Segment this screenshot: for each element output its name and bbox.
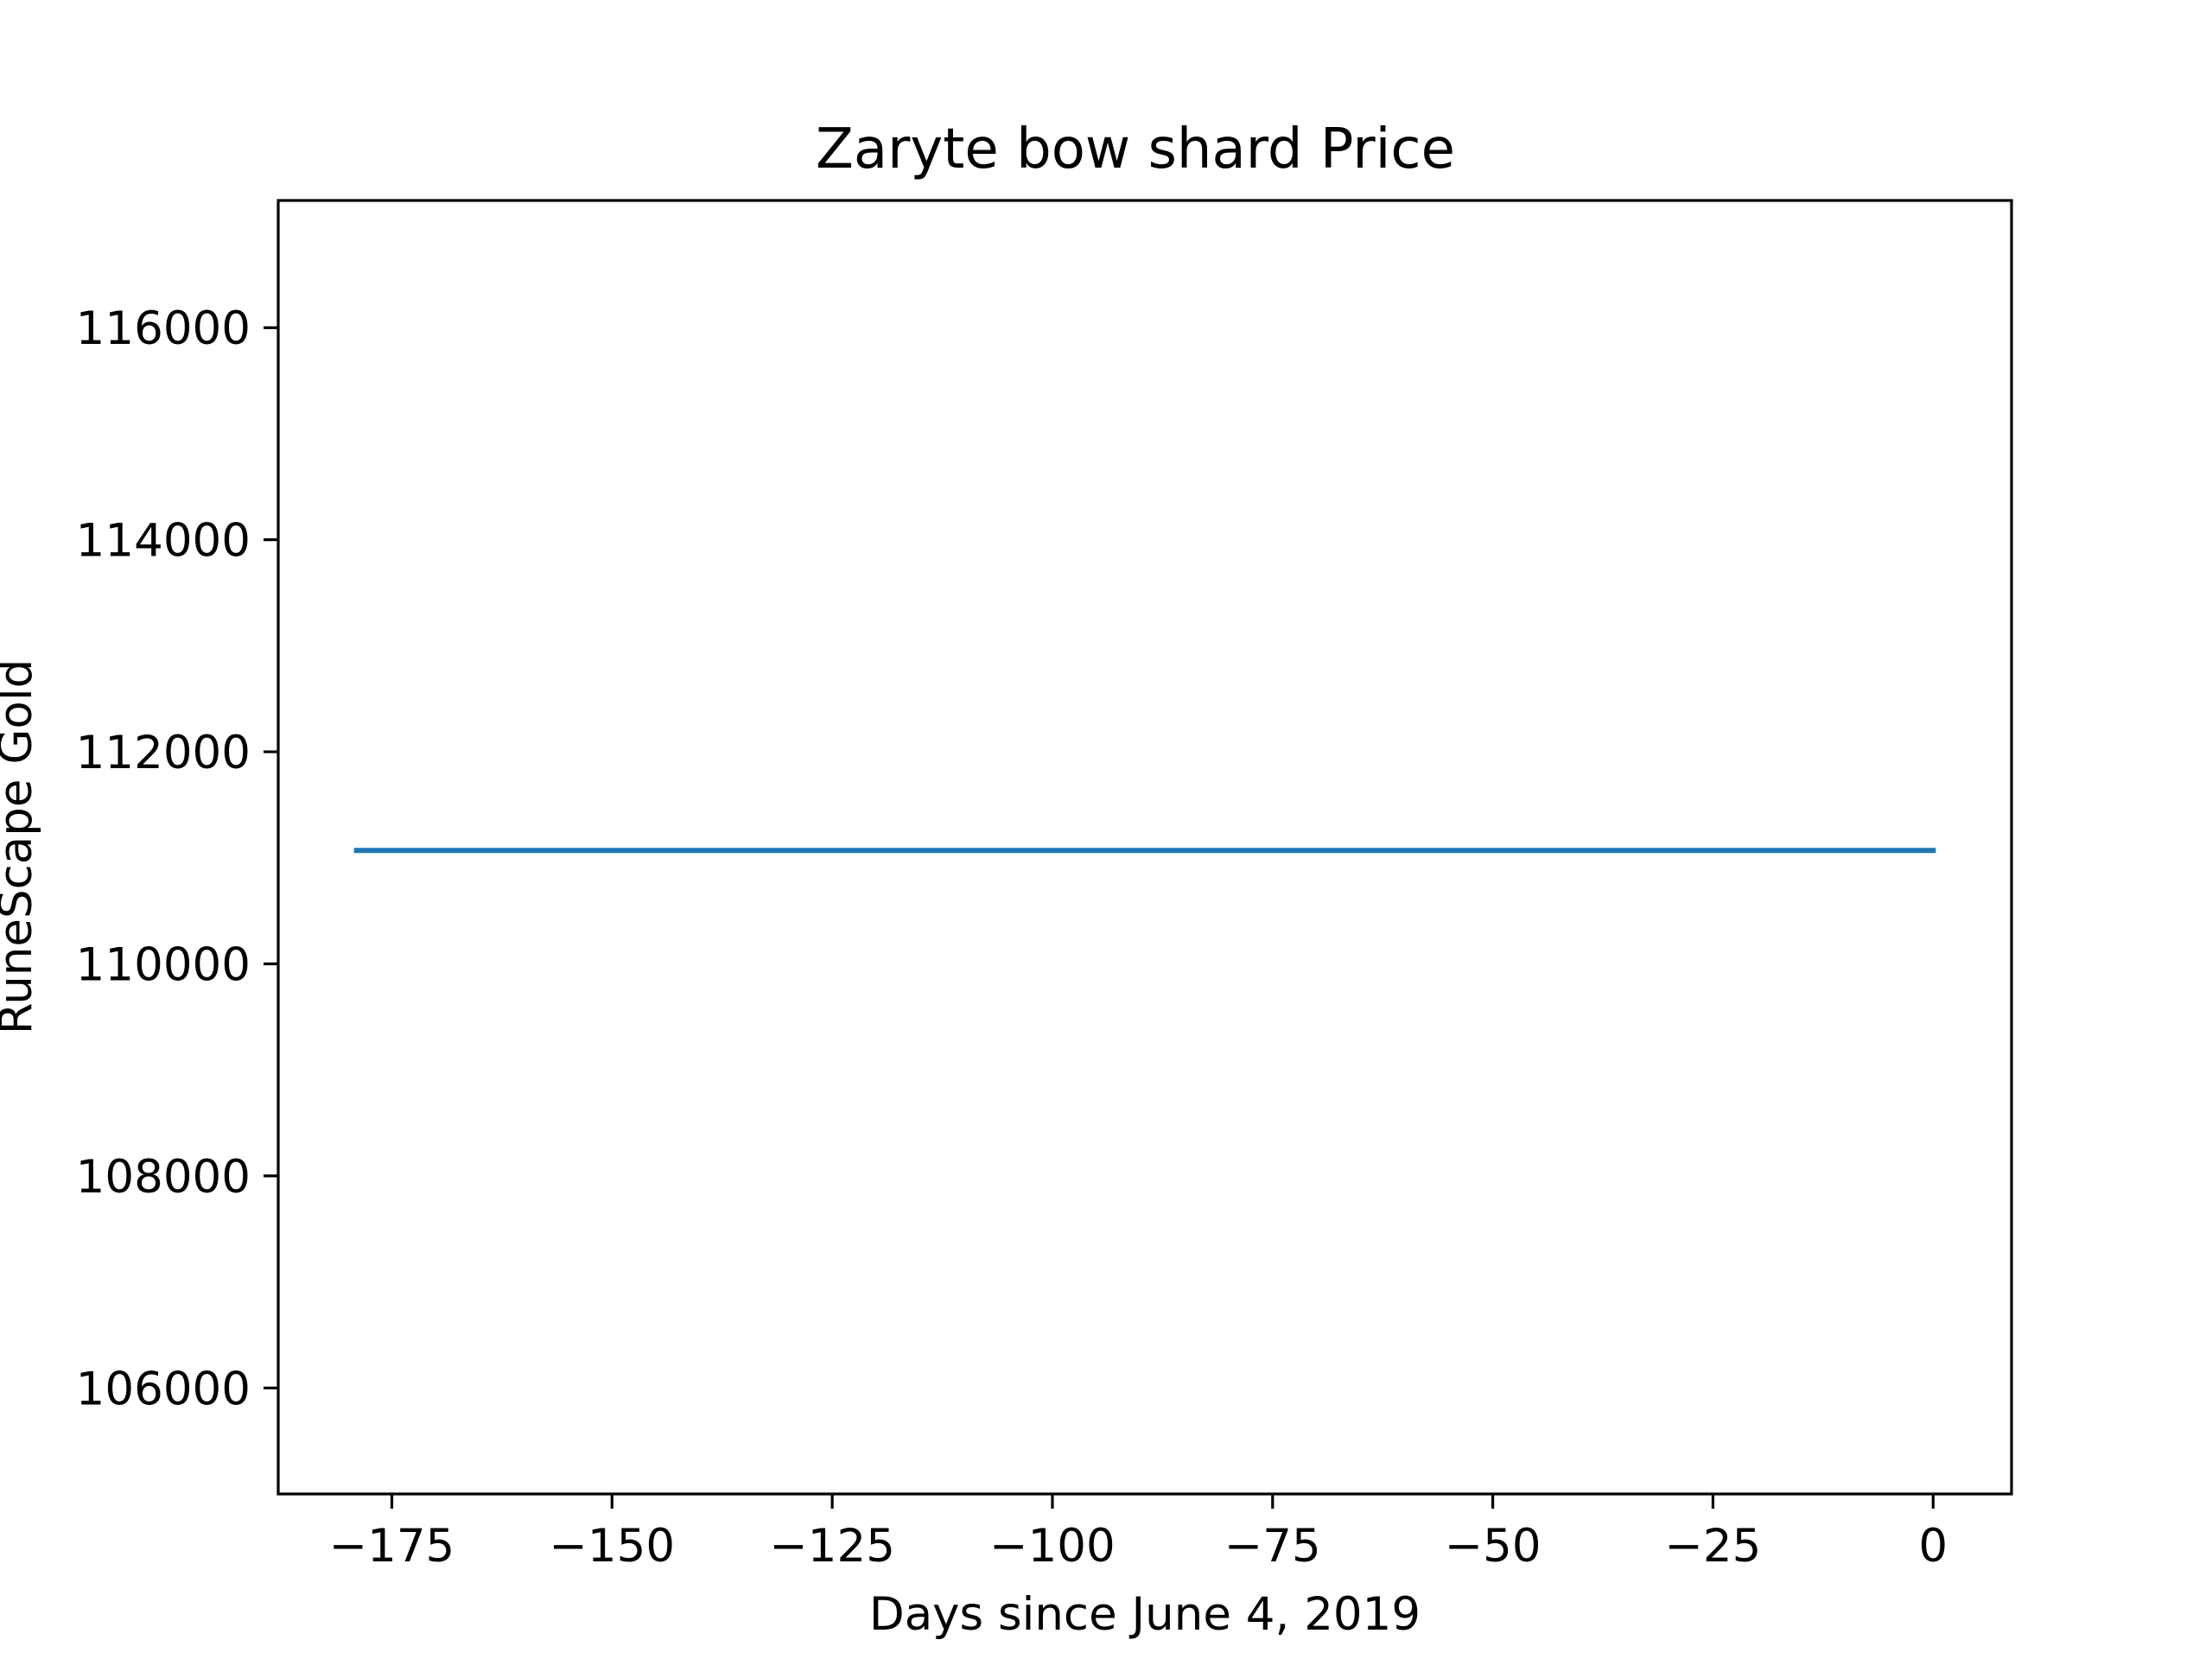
y-tick-label: 112000: [76, 727, 251, 779]
x-tick-label: −150: [550, 1520, 676, 1573]
x-tick-label: −50: [1445, 1520, 1541, 1573]
y-axis-label: RuneScape Gold: [0, 659, 42, 1034]
x-tick-label: −175: [329, 1520, 455, 1573]
x-tick-label: 0: [1918, 1520, 1948, 1573]
x-tick-label: −125: [769, 1520, 895, 1573]
chart-title: Zaryte bow shard Price: [816, 118, 1455, 181]
y-axis: 106000 108000 110000 112000 114000 116000: [76, 302, 278, 1415]
x-axis-label: Days since June 4, 2019: [869, 1588, 1421, 1641]
plot-area-frame: [276, 199, 2013, 1496]
y-tick-label: 106000: [76, 1363, 251, 1415]
y-tick-label: 114000: [76, 515, 251, 568]
x-tick-label: −25: [1665, 1520, 1762, 1573]
x-axis: −175 −150 −125 −100 −75 −50 −25 0: [329, 1494, 1948, 1573]
x-tick-label: −100: [989, 1520, 1116, 1573]
x-tick-label: −75: [1224, 1520, 1321, 1573]
y-tick-label: 110000: [76, 938, 251, 991]
y-tick-label: 116000: [76, 302, 251, 355]
y-tick-label: 108000: [76, 1151, 251, 1204]
